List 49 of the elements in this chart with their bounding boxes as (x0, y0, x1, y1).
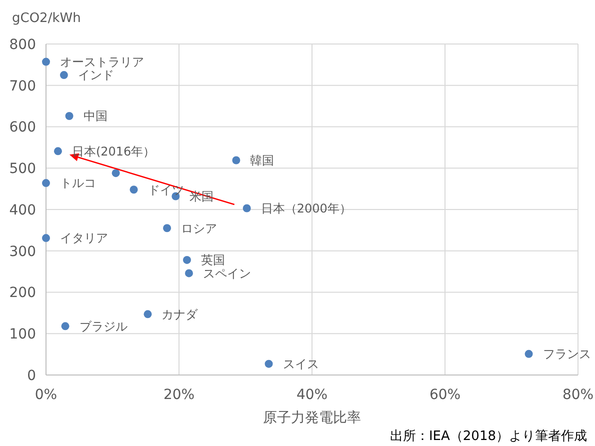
y-tick-label: 700 (9, 78, 36, 94)
point (112, 169, 120, 178)
y-tick-label: 500 (9, 161, 36, 178)
annotation: 韓国 (250, 153, 274, 168)
point (42, 179, 50, 188)
point (54, 147, 62, 156)
point (130, 186, 138, 194)
annotation: 日本(2016年） (72, 144, 156, 158)
y-tick-label: 600 (9, 120, 36, 136)
point (61, 322, 70, 330)
annotation: 中国 (83, 109, 108, 124)
y-tick-label: 0 (27, 368, 36, 384)
x-axis-title: 原子力発電比率 (263, 410, 361, 426)
x-tick-label: 60% (429, 387, 461, 403)
y-tick-label: 400 (9, 202, 36, 218)
point (65, 112, 74, 120)
point (42, 234, 50, 242)
annotation: オーストラリア (60, 54, 144, 69)
point (60, 71, 68, 80)
y-tick-label: 200 (9, 285, 36, 302)
x-tick-label: 20% (163, 387, 195, 403)
point (184, 269, 193, 278)
point (232, 156, 240, 164)
annotation: スペイン (202, 266, 251, 280)
y-axis-title: gCO2/kWh (12, 11, 81, 26)
annotation: インド (78, 68, 114, 82)
point (42, 58, 50, 66)
text: 出所：IEA（2018）より筆者作成 (390, 429, 587, 444)
y-tick-label: 100 (9, 326, 36, 343)
annotation: ロシア (181, 221, 218, 236)
point (264, 360, 273, 368)
annotation: 英国 (200, 253, 225, 268)
annotation: 日本（2000年） (260, 201, 352, 216)
point (182, 256, 191, 264)
y-tick-label: 800 (9, 36, 36, 53)
annotation: ブラジル (79, 319, 128, 334)
x-tick-label: 0% (34, 387, 58, 403)
annotation: フランス (542, 347, 591, 362)
annotation: イタリア (60, 231, 108, 246)
point (242, 204, 251, 212)
annotation: スイス (282, 357, 319, 372)
point (163, 224, 172, 232)
y-tick-label: 300 (9, 244, 36, 260)
point (524, 350, 533, 358)
annotation: トルコ (60, 176, 96, 190)
x-tick-label: 40% (296, 387, 328, 403)
point (144, 310, 152, 318)
x-tick-label: 80% (562, 387, 594, 403)
annotation: カナダ (162, 307, 199, 322)
